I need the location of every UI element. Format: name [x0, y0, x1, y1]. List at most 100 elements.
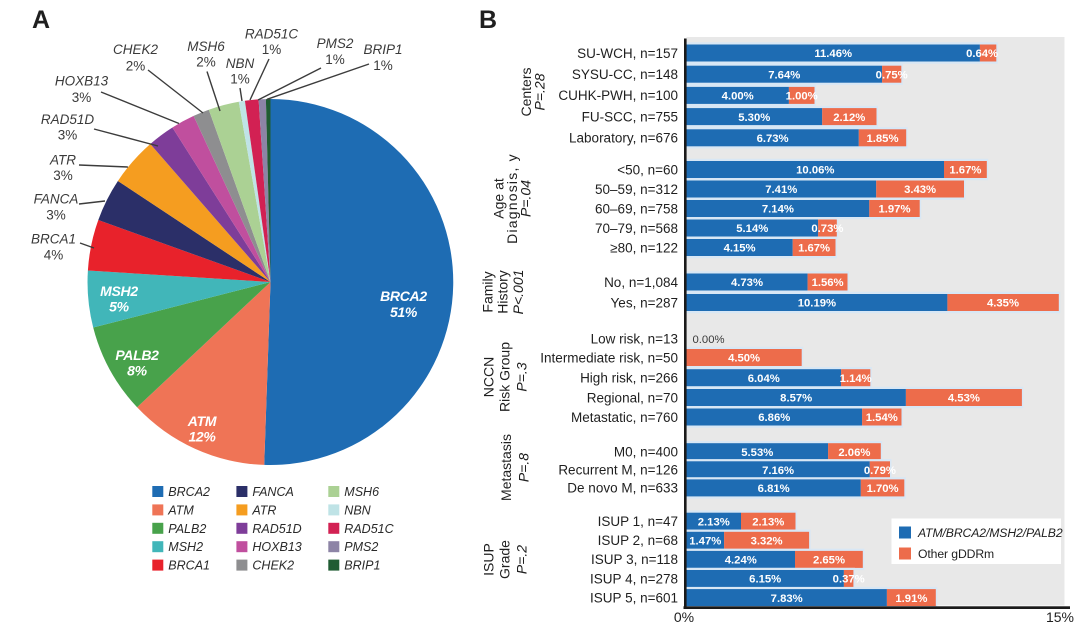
svg-text:RAD51D: RAD51D: [252, 522, 301, 536]
svg-text:FANCA: FANCA: [34, 191, 79, 206]
svg-text:0.73%: 0.73%: [811, 223, 843, 235]
svg-text:BRIP1: BRIP1: [344, 559, 380, 573]
svg-text:P=.04: P=.04: [518, 180, 534, 217]
svg-text:ISUP 3, n=118: ISUP 3, n=118: [591, 552, 678, 567]
svg-text:MSH6: MSH6: [344, 485, 379, 499]
svg-text:Grade: Grade: [497, 540, 513, 579]
svg-text:11.46%: 11.46%: [814, 48, 852, 60]
svg-text:3.32%: 3.32%: [751, 536, 783, 548]
svg-text:7.83%: 7.83%: [771, 593, 803, 605]
svg-text:ATR: ATR: [251, 503, 276, 517]
svg-text:PALB2: PALB2: [115, 347, 159, 363]
svg-text:1%: 1%: [373, 58, 393, 73]
svg-text:1.91%: 1.91%: [895, 593, 927, 605]
svg-text:0.00%: 0.00%: [693, 334, 725, 346]
svg-text:P<.001: P<.001: [510, 270, 526, 315]
svg-text:5.14%: 5.14%: [736, 223, 768, 235]
svg-text:5.53%: 5.53%: [741, 447, 773, 459]
svg-text:7.14%: 7.14%: [762, 204, 794, 216]
svg-text:0%: 0%: [674, 609, 694, 625]
svg-text:ISUP 4, n=278: ISUP 4, n=278: [590, 571, 678, 586]
svg-text:1.67%: 1.67%: [798, 243, 830, 255]
svg-text:Recurrent M, n=126: Recurrent M, n=126: [558, 463, 678, 478]
svg-text:1%: 1%: [230, 72, 250, 87]
svg-text:ISUP: ISUP: [481, 543, 497, 576]
svg-text:P=.28: P=.28: [532, 73, 548, 110]
svg-text:No, n=1,084: No, n=1,084: [604, 275, 678, 290]
svg-text:MSH6: MSH6: [187, 39, 225, 54]
svg-text:1.00%: 1.00%: [786, 91, 818, 103]
svg-text:P=.3: P=.3: [514, 362, 530, 391]
svg-text:ATM: ATM: [187, 413, 217, 429]
svg-text:Metastasis: Metastasis: [498, 434, 514, 501]
svg-text:BRIP1: BRIP1: [363, 42, 402, 57]
svg-text:BRCA1: BRCA1: [31, 232, 76, 247]
svg-text:SU-WCH, n=157: SU-WCH, n=157: [577, 46, 678, 61]
svg-text:1.85%: 1.85%: [866, 133, 898, 145]
svg-text:BRCA2: BRCA2: [380, 288, 427, 304]
svg-text:2.12%: 2.12%: [833, 112, 865, 124]
svg-text:M0, n=400: M0, n=400: [614, 445, 678, 460]
svg-text:ISUP 1, n=47: ISUP 1, n=47: [598, 514, 678, 529]
svg-text:1.97%: 1.97%: [878, 204, 910, 216]
svg-text:10.19%: 10.19%: [798, 298, 836, 310]
svg-text:NBN: NBN: [226, 56, 255, 71]
svg-text:2%: 2%: [196, 55, 216, 70]
svg-text:6.73%: 6.73%: [757, 133, 789, 145]
svg-text:6.04%: 6.04%: [748, 373, 780, 385]
svg-text:RAD51C: RAD51C: [245, 27, 299, 42]
svg-text:6.15%: 6.15%: [749, 574, 781, 586]
svg-text:NBN: NBN: [344, 503, 371, 517]
svg-text:4.24%: 4.24%: [725, 555, 757, 567]
svg-text:Intermediate risk, n=50: Intermediate risk, n=50: [540, 350, 678, 365]
svg-text:MSH2: MSH2: [100, 283, 138, 299]
svg-text:P=.8: P=.8: [516, 453, 532, 482]
svg-text:BRCA2: BRCA2: [168, 485, 210, 499]
svg-text:4.15%: 4.15%: [724, 243, 756, 255]
svg-text:Low risk, n=13: Low risk, n=13: [591, 332, 678, 347]
svg-text:NCCN: NCCN: [481, 357, 497, 397]
svg-text:History: History: [495, 270, 511, 314]
svg-text:1%: 1%: [262, 42, 282, 57]
svg-text:0.37%: 0.37%: [833, 574, 865, 586]
svg-text:5.30%: 5.30%: [738, 112, 770, 124]
svg-text:ATM: ATM: [167, 503, 194, 517]
svg-text:1.47%: 1.47%: [689, 536, 721, 548]
svg-text:4.35%: 4.35%: [987, 298, 1019, 310]
svg-text:0.79%: 0.79%: [864, 465, 896, 477]
svg-text:6.86%: 6.86%: [758, 412, 790, 424]
svg-text:B: B: [479, 6, 497, 34]
svg-text:CHEK2: CHEK2: [252, 559, 294, 573]
svg-text:4.53%: 4.53%: [948, 393, 980, 405]
svg-text:Family: Family: [480, 271, 496, 312]
svg-text:A: A: [32, 6, 50, 34]
svg-text:FU-SCC, n=755: FU-SCC, n=755: [582, 109, 678, 124]
svg-text:RAD51D: RAD51D: [41, 112, 95, 127]
svg-text:3%: 3%: [72, 90, 92, 105]
svg-text:Diagnosis, y: Diagnosis, y: [504, 153, 520, 244]
svg-text:4.00%: 4.00%: [722, 91, 754, 103]
svg-text:2.13%: 2.13%: [752, 516, 784, 528]
svg-text:P=.2: P=.2: [514, 545, 530, 574]
svg-text:1.14%: 1.14%: [840, 373, 872, 385]
svg-text:2.65%: 2.65%: [813, 555, 845, 567]
svg-text:CUHK-PWH, n=100: CUHK-PWH, n=100: [558, 88, 678, 103]
svg-text:CHEK2: CHEK2: [113, 42, 159, 57]
svg-text:ISUP 5, n=601: ISUP 5, n=601: [590, 590, 678, 605]
svg-text:3.43%: 3.43%: [904, 184, 936, 196]
svg-text:4.73%: 4.73%: [731, 277, 763, 289]
svg-text:2%: 2%: [126, 59, 146, 74]
svg-text:6.81%: 6.81%: [758, 483, 790, 495]
svg-text:4%: 4%: [44, 247, 64, 262]
svg-text:SYSU-CC, n=148: SYSU-CC, n=148: [572, 67, 678, 82]
svg-text:HOXB13: HOXB13: [252, 540, 301, 554]
svg-text:Age at: Age at: [491, 178, 507, 219]
svg-text:1.70%: 1.70%: [867, 483, 899, 495]
svg-text:1.54%: 1.54%: [866, 412, 898, 424]
svg-text:FANCA: FANCA: [252, 485, 293, 499]
svg-text:PALB2: PALB2: [168, 522, 206, 536]
svg-text:3%: 3%: [46, 207, 66, 222]
svg-text:50–59, n=312: 50–59, n=312: [595, 182, 678, 197]
svg-text:8.57%: 8.57%: [780, 393, 812, 405]
svg-text:High risk, n=266: High risk, n=266: [580, 371, 678, 386]
